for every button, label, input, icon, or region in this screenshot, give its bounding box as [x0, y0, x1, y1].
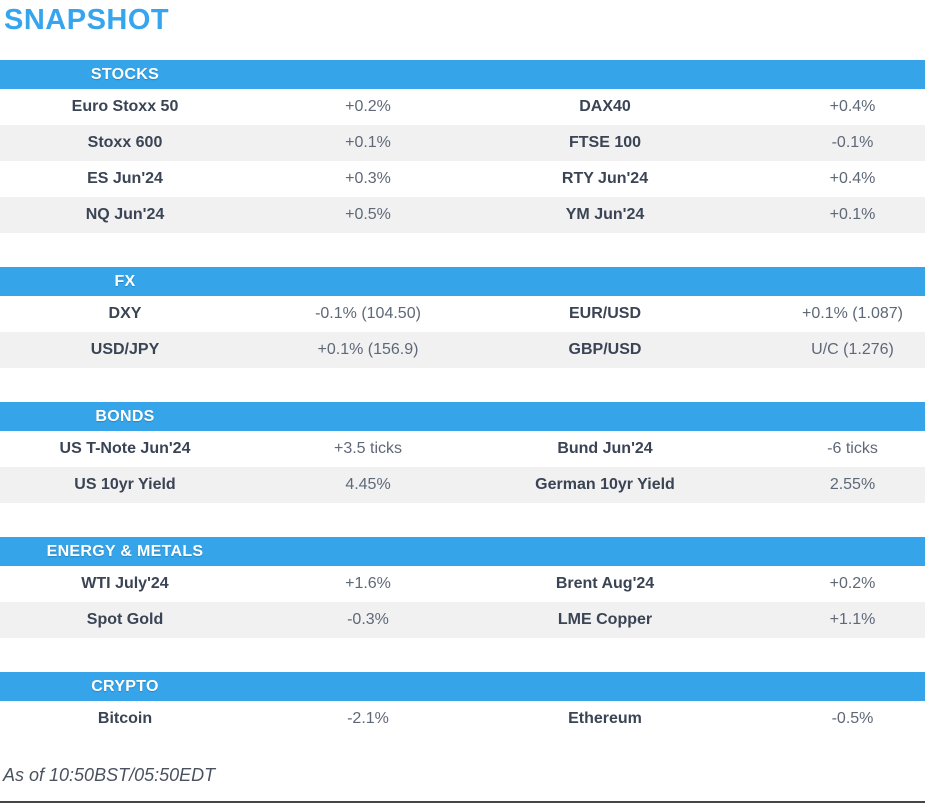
instrument-value: U/C (1.276) — [811, 341, 894, 358]
instrument-name: FTSE 100 — [568, 134, 642, 151]
section-header-label: FX — [114, 272, 136, 290]
instrument-name: DAX40 — [579, 98, 631, 115]
instrument-value: +0.4% — [829, 98, 876, 115]
instrument-name: ES Jun'24 — [87, 170, 163, 187]
table-row: DXY -0.1% (104.50) EUR/USD +0.1% (1.087) — [0, 296, 925, 332]
section-header: CRYPTO — [0, 672, 925, 701]
instrument-value: -6 ticks — [827, 440, 878, 457]
instrument-name: YM Jun'24 — [565, 206, 645, 223]
table-row: WTI July'24 +1.6% Brent Aug'24 +0.2% — [0, 566, 925, 602]
instrument-name: Stoxx 600 — [87, 134, 163, 151]
section-rows: WTI July'24 +1.6% Brent Aug'24 +0.2% Spo… — [0, 566, 925, 638]
section-header: STOCKS — [0, 60, 925, 89]
section-rows: Bitcoin -2.1% Ethereum -0.5% — [0, 701, 925, 737]
table-row: US T-Note Jun'24 +3.5 ticks Bund Jun'24 … — [0, 431, 925, 467]
table-row: ES Jun'24 +0.3% RTY Jun'24 +0.4% — [0, 161, 925, 197]
instrument-name: US T-Note Jun'24 — [59, 440, 191, 457]
section-header-label: CRYPTO — [91, 677, 159, 695]
section-header: BONDS — [0, 402, 925, 431]
bottom-divider — [0, 801, 925, 803]
instrument-value: -0.5% — [831, 710, 874, 727]
instrument-value: +1.1% — [829, 611, 876, 628]
section-rows: US T-Note Jun'24 +3.5 ticks Bund Jun'24 … — [0, 431, 925, 503]
instrument-value: -2.1% — [347, 710, 389, 727]
section-header: ENERGY & METALS — [0, 537, 925, 566]
instrument-value: +0.2% — [345, 98, 391, 115]
instrument-name: Spot Gold — [86, 611, 164, 628]
table-row: USD/JPY +0.1% (156.9) GBP/USD U/C (1.276… — [0, 332, 925, 368]
table-row: Bitcoin -2.1% Ethereum -0.5% — [0, 701, 925, 737]
instrument-name: LME Copper — [557, 611, 653, 628]
instrument-value: +0.1% (1.087) — [802, 305, 903, 322]
instrument-value: +0.4% — [829, 170, 876, 187]
instrument-name: RTY Jun'24 — [561, 170, 649, 187]
section-header: FX — [0, 267, 925, 296]
instrument-name: WTI July'24 — [81, 575, 169, 592]
section-fx: FX DXY -0.1% (104.50) EUR/USD +0.1% (1.0… — [0, 267, 925, 368]
instrument-name: NQ Jun'24 — [85, 206, 165, 223]
section-rows: DXY -0.1% (104.50) EUR/USD +0.1% (1.087)… — [0, 296, 925, 368]
table-row: Stoxx 600 +0.1% FTSE 100 -0.1% — [0, 125, 925, 161]
section-header-label: ENERGY & METALS — [46, 542, 204, 560]
instrument-value: +3.5 ticks — [333, 440, 403, 457]
instrument-name: US 10yr Yield — [74, 476, 176, 493]
table-row: US 10yr Yield 4.45% German 10yr Yield 2.… — [0, 467, 925, 503]
instrument-value: -0.1% (104.50) — [315, 305, 421, 322]
table-row: Spot Gold -0.3% LME Copper +1.1% — [0, 602, 925, 638]
instrument-value: +0.1% — [829, 206, 876, 223]
instrument-name: Ethereum — [568, 710, 642, 727]
section-stocks: STOCKS Euro Stoxx 50 +0.2% DAX40 +0.4% S… — [0, 60, 925, 233]
instrument-name: Euro Stoxx 50 — [71, 98, 179, 115]
instrument-name: German 10yr Yield — [535, 476, 675, 493]
instrument-value: 4.45% — [345, 476, 391, 493]
instrument-name: Bitcoin — [97, 710, 153, 727]
instrument-name: USD/JPY — [90, 341, 160, 358]
instrument-name: EUR/USD — [568, 305, 641, 322]
instrument-name: Brent Aug'24 — [555, 575, 655, 592]
section-rows: Euro Stoxx 50 +0.2% DAX40 +0.4% Stoxx 60… — [0, 89, 925, 233]
instrument-value: +0.1% (156.9) — [317, 341, 419, 358]
page-title: SNAPSHOT — [4, 4, 170, 36]
instrument-name: DXY — [108, 305, 142, 322]
as-of-timestamp: As of 10:50BST/05:50EDT — [3, 765, 216, 785]
section-energy-metals: ENERGY & METALS WTI July'24 +1.6% Brent … — [0, 537, 925, 638]
instrument-value: +1.6% — [345, 575, 391, 592]
table-row: Euro Stoxx 50 +0.2% DAX40 +0.4% — [0, 89, 925, 125]
instrument-name: Bund Jun'24 — [557, 440, 653, 457]
instrument-value: +0.1% — [345, 134, 391, 151]
section-header-label: STOCKS — [90, 65, 160, 83]
instrument-value: +0.3% — [345, 170, 391, 187]
instrument-value: +0.5% — [345, 206, 391, 223]
instrument-name: GBP/USD — [568, 341, 642, 358]
instrument-value: +0.2% — [829, 575, 876, 592]
instrument-value: 2.55% — [829, 476, 876, 493]
table-row: NQ Jun'24 +0.5% YM Jun'24 +0.1% — [0, 197, 925, 233]
section-crypto: CRYPTO Bitcoin -2.1% Ethereum -0.5% — [0, 672, 925, 737]
section-bonds: BONDS US T-Note Jun'24 +3.5 ticks Bund J… — [0, 402, 925, 503]
instrument-value: -0.1% — [831, 134, 874, 151]
instrument-value: -0.3% — [347, 611, 389, 628]
section-header-label: BONDS — [95, 407, 155, 425]
